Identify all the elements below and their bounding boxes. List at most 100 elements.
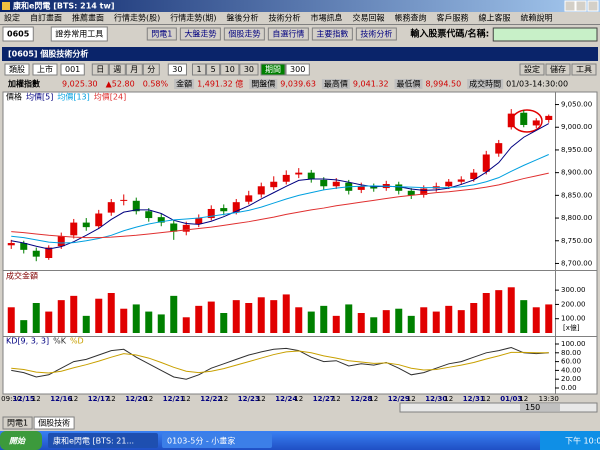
menu-item[interactable]: 交易回報 bbox=[353, 13, 385, 23]
interval-button-label: 30 bbox=[244, 65, 254, 74]
tray bbox=[540, 431, 600, 450]
y-tick-label: 100.00 bbox=[561, 340, 586, 348]
x-tick-label: 12/15 bbox=[13, 395, 35, 403]
x-tick-label: 13:30 bbox=[539, 395, 559, 403]
kd-line bbox=[11, 346, 549, 380]
menu-item[interactable]: 市場訊息 bbox=[311, 13, 343, 23]
volume-bar bbox=[120, 308, 128, 333]
interval-button[interactable] bbox=[206, 63, 221, 76]
field-label: 金額 bbox=[176, 79, 192, 89]
code-select[interactable] bbox=[60, 63, 85, 76]
menu-item[interactable]: 統賴說明 bbox=[521, 13, 553, 23]
quote-text: 1,491.32 億 bbox=[197, 79, 243, 89]
y-tick-label: 80.00 bbox=[561, 349, 581, 357]
scroll-value: 150 bbox=[525, 403, 540, 412]
period-button-label: 分 bbox=[147, 65, 155, 74]
volume-bar bbox=[232, 300, 240, 333]
volume-bar bbox=[320, 305, 328, 333]
menu-item[interactable]: 行情走勢(股) bbox=[114, 13, 160, 23]
start-button[interactable] bbox=[0, 431, 42, 450]
candle-body bbox=[395, 184, 403, 191]
category-select[interactable] bbox=[4, 63, 30, 76]
legend-entry: 均價[24] bbox=[94, 92, 126, 102]
toolbar-button[interactable] bbox=[311, 27, 353, 41]
menu-item[interactable]: 行情走勢(期) bbox=[170, 13, 216, 23]
minimize-button[interactable] bbox=[564, 0, 576, 12]
panel-title-bar bbox=[2, 47, 598, 61]
candle-body bbox=[470, 172, 478, 180]
search-input[interactable] bbox=[492, 27, 598, 42]
interval-button[interactable] bbox=[220, 63, 240, 76]
toolbar-button[interactable] bbox=[146, 27, 177, 41]
volume-bar bbox=[482, 293, 490, 333]
y-tick-label: 40.00 bbox=[561, 366, 581, 374]
volume-bar bbox=[20, 320, 28, 333]
action-button[interactable] bbox=[519, 63, 545, 76]
period-button[interactable] bbox=[142, 63, 160, 76]
close-button[interactable] bbox=[587, 0, 599, 12]
volume-bar bbox=[207, 301, 215, 333]
quote-text: 加權指數 bbox=[7, 79, 40, 89]
period-button[interactable] bbox=[91, 63, 109, 76]
interval-button-label: 10 bbox=[225, 65, 235, 74]
window-tab[interactable] bbox=[33, 416, 75, 430]
candle-body bbox=[482, 154, 490, 172]
menu-item[interactable]: 技術分析 bbox=[269, 13, 301, 23]
window-tab-label: 閃電1 bbox=[7, 419, 28, 428]
action-button[interactable] bbox=[571, 63, 597, 76]
menu-item[interactable]: 推薦畫面 bbox=[72, 13, 104, 23]
y-tick-label: 8,900.00 bbox=[561, 169, 592, 177]
account-select[interactable] bbox=[2, 26, 34, 42]
y-tick-label: 8,850.00 bbox=[561, 191, 592, 199]
candle-body bbox=[332, 181, 340, 187]
quote-text: ▲52.80 bbox=[106, 80, 135, 89]
interval-button[interactable] bbox=[239, 63, 259, 76]
y-tick-label: 60.00 bbox=[561, 358, 581, 366]
quote-text: 9,039.63 bbox=[280, 80, 316, 89]
quote-text: 01/03-14:30:00 bbox=[506, 80, 568, 89]
menu-item[interactable]: 設定 bbox=[4, 13, 20, 23]
interval-button[interactable] bbox=[191, 63, 207, 76]
action-button-label: 儲存 bbox=[550, 64, 566, 74]
maximize-button[interactable] bbox=[575, 0, 587, 12]
action-button[interactable] bbox=[545, 63, 571, 76]
menu-item[interactable]: 客戶服務 bbox=[437, 13, 469, 23]
toolbar-button[interactable] bbox=[355, 27, 397, 41]
tools-select[interactable] bbox=[50, 26, 108, 42]
x-tick-label: 12/27 bbox=[313, 395, 335, 403]
x-tick-label: 12 bbox=[219, 395, 228, 403]
toolbar-button[interactable] bbox=[267, 27, 309, 41]
volume-bar bbox=[45, 311, 53, 333]
minutes-select-label: 30 bbox=[172, 65, 182, 74]
menu-item[interactable]: 自訂畫面 bbox=[30, 13, 62, 23]
toolbar-button[interactable] bbox=[223, 27, 265, 41]
x-tick-label: 12/17 bbox=[88, 395, 110, 403]
taskbar-item[interactable] bbox=[162, 433, 272, 448]
x-tick-label: 12/23 bbox=[238, 395, 260, 403]
menu-item[interactable]: 盤後分析 bbox=[227, 13, 259, 23]
menu-item[interactable]: 線上客服 bbox=[479, 13, 511, 23]
y-tick-label: 9,050.00 bbox=[561, 101, 592, 109]
interval-button-label: 5 bbox=[211, 65, 216, 74]
minutes-select[interactable] bbox=[167, 63, 187, 76]
candle-body bbox=[207, 208, 215, 219]
panel-title: KD[9, 3, 3] bbox=[6, 337, 49, 346]
scroll-thumb[interactable] bbox=[520, 404, 560, 411]
volume-bar bbox=[32, 303, 40, 333]
period-button[interactable] bbox=[108, 63, 126, 76]
toolbar-button[interactable] bbox=[179, 27, 221, 41]
legend-entry: %D bbox=[70, 337, 84, 346]
window-tab[interactable] bbox=[2, 416, 33, 430]
scrollbar[interactable] bbox=[399, 402, 598, 413]
range-input[interactable] bbox=[285, 63, 310, 76]
volume-bar bbox=[157, 314, 165, 333]
moving-average-line bbox=[11, 123, 549, 250]
volume-bar bbox=[7, 307, 15, 333]
menu-item[interactable]: 帳務查詢 bbox=[395, 13, 427, 23]
taskbar-item-label: 康和e閃電 [BTS: 21... bbox=[53, 436, 134, 446]
market-select[interactable] bbox=[32, 63, 58, 76]
period-button[interactable] bbox=[125, 63, 143, 76]
range-label[interactable] bbox=[260, 63, 286, 76]
x-tick-label: 12 bbox=[519, 395, 528, 403]
taskbar-item[interactable] bbox=[48, 433, 158, 448]
